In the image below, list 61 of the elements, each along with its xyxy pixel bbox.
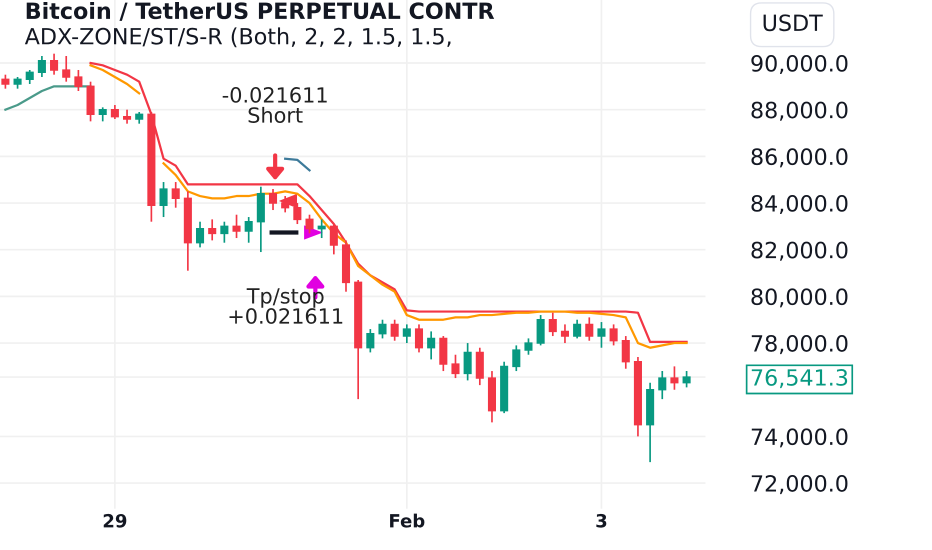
- candlestick: [524, 338, 533, 356]
- candlestick: [512, 344, 520, 372]
- x-tick-label: Feb: [390, 514, 424, 528]
- candlestick: [268, 188, 278, 211]
- candlestick: [232, 214, 241, 239]
- candlestick: [196, 220, 204, 248]
- candlestick: [670, 366, 678, 391]
- y-tick-label: 76,541.3: [752, 369, 848, 388]
- candlestick: [38, 55, 46, 78]
- annotation: -0.021611 Short: [222, 87, 327, 123]
- y-tick-label: 86,000.0: [751, 148, 848, 168]
- candlestick: [135, 111, 144, 125]
- candlestick: [464, 342, 472, 382]
- candlestick: [682, 370, 691, 388]
- candlestick: [160, 181, 168, 218]
- candlestick: [658, 370, 666, 400]
- candlestick: [220, 220, 228, 244]
- y-tick-label: 78,000.0: [752, 335, 848, 354]
- candlestick: [573, 318, 582, 340]
- chart-title: Bitcoin / TetherUS PERPETUAL CONTR: [26, 2, 494, 21]
- x-tick-label: 29: [104, 514, 126, 528]
- candlestick: [110, 104, 119, 120]
- candlestick: [585, 316, 594, 342]
- candlestick: [427, 330, 436, 360]
- candlestick: [390, 318, 399, 342]
- candlestick: [50, 52, 58, 76]
- candlestick: [208, 218, 216, 242]
- candlestick: [610, 324, 618, 346]
- candlestick: [560, 324, 569, 344]
- candlestick: [536, 314, 545, 346]
- candlestick: [548, 312, 557, 337]
- annotation: Tp/stop +0.021611: [230, 288, 342, 324]
- candlestick: [74, 69, 82, 92]
- candlestick: [98, 106, 107, 122]
- candlestick: [330, 223, 338, 256]
- candlestick: [123, 108, 132, 125]
- candlestick: [318, 218, 326, 239]
- candlestick: [378, 318, 387, 340]
- y-tick-label: 82,000.0: [751, 242, 848, 261]
- y-axis-title: USDT: [764, 14, 823, 32]
- candlestick: [244, 216, 253, 244]
- candlestick: [1, 74, 10, 90]
- y-tick-label: 74,000.0: [752, 428, 848, 448]
- candlestick: [26, 69, 34, 85]
- candlestick: [62, 55, 70, 83]
- candlestick: [172, 181, 180, 209]
- candlestick: [451, 354, 460, 379]
- candlestick: [366, 328, 374, 354]
- y-tick-label: 80,000.0: [751, 288, 848, 308]
- candlestick: [622, 335, 630, 370]
- text: ADX-ZONE/ST/S-R (Both, 2, 2, 1.5, 1.5,: [24, 27, 450, 48]
- y-tick-label: 84,000.0: [751, 194, 848, 214]
- candlestick: [14, 76, 22, 90]
- candlestick: [402, 324, 411, 344]
- x-tick-label: 3: [596, 514, 606, 528]
- candlestick: [305, 214, 314, 234]
- candlestick: [414, 324, 424, 354]
- y-tick-label: 72,000.0: [752, 475, 848, 494]
- y-tick-label: 88,000.0: [751, 102, 848, 121]
- candlestick: [597, 321, 606, 349]
- y-tick-label: 90,000.0: [751, 54, 848, 74]
